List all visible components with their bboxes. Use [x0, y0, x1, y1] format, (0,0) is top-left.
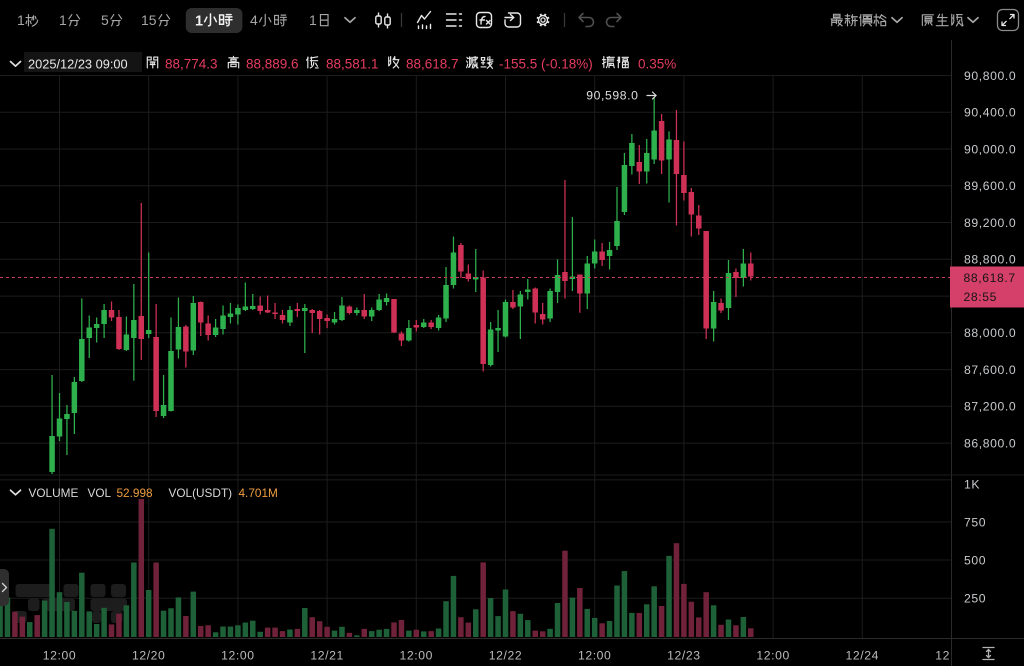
svg-text:12:00: 12:00: [578, 649, 612, 663]
svg-text:12/22: 12/22: [489, 649, 523, 663]
svg-text:0.35%: 0.35%: [638, 57, 676, 72]
svg-text:52.998: 52.998: [117, 486, 154, 500]
svg-text:500: 500: [964, 553, 986, 567]
svg-text:5: 5: [101, 12, 109, 28]
svg-text:4.701M: 4.701M: [239, 486, 278, 500]
svg-text:90,000.0: 90,000.0: [964, 142, 1016, 156]
svg-text:1: 1: [195, 14, 203, 30]
svg-text:28:55: 28:55: [964, 290, 998, 304]
svg-text:1: 1: [59, 12, 67, 28]
svg-text:87,600.0: 87,600.0: [964, 363, 1016, 377]
svg-text:12:00: 12:00: [221, 649, 255, 663]
svg-text:90,400.0: 90,400.0: [964, 106, 1016, 120]
svg-text:1: 1: [309, 12, 317, 28]
svg-text:750: 750: [964, 515, 986, 529]
svg-text:1K: 1K: [964, 477, 980, 491]
svg-text:88,581.1: 88,581.1: [326, 57, 379, 72]
svg-text:87,200.0: 87,200.0: [964, 400, 1016, 414]
svg-text:-155.5 (-0.18%): -155.5 (-0.18%): [499, 57, 593, 72]
svg-text:4: 4: [250, 12, 258, 28]
svg-text:2025/12/23 09:00: 2025/12/23 09:00: [28, 57, 128, 72]
svg-text:VOL: VOL: [88, 486, 112, 500]
svg-text:88,000.0: 88,000.0: [964, 326, 1016, 340]
svg-text:12/20: 12/20: [132, 649, 166, 663]
svg-text:89,200.0: 89,200.0: [964, 216, 1016, 230]
svg-text:12:00: 12:00: [756, 649, 790, 663]
svg-text:88,774.3: 88,774.3: [165, 57, 218, 72]
svg-text:12:00: 12:00: [400, 649, 434, 663]
svg-text:12: 12: [935, 649, 950, 663]
svg-text:15: 15: [141, 12, 157, 28]
svg-text:88,618.7: 88,618.7: [964, 271, 1016, 285]
svg-text:88,889.6: 88,889.6: [246, 57, 299, 72]
svg-text:12:00: 12:00: [43, 649, 77, 663]
svg-text:12/21: 12/21: [310, 649, 344, 663]
svg-text:88,618.7: 88,618.7: [406, 57, 459, 72]
svg-text:90,800.0: 90,800.0: [964, 69, 1016, 83]
svg-text:86,800.0: 86,800.0: [964, 436, 1016, 450]
svg-text:VOL(USDT): VOL(USDT): [169, 486, 233, 500]
svg-text:250: 250: [964, 592, 986, 606]
svg-text:12/23: 12/23: [667, 649, 701, 663]
svg-text:89,600.0: 89,600.0: [964, 179, 1016, 193]
svg-text:88,800.0: 88,800.0: [964, 253, 1016, 267]
svg-text:1: 1: [17, 12, 25, 28]
svg-text:12/24: 12/24: [846, 649, 880, 663]
svg-text:VOLUME: VOLUME: [29, 486, 79, 500]
svg-text:90,598.0: 90,598.0: [586, 89, 638, 103]
